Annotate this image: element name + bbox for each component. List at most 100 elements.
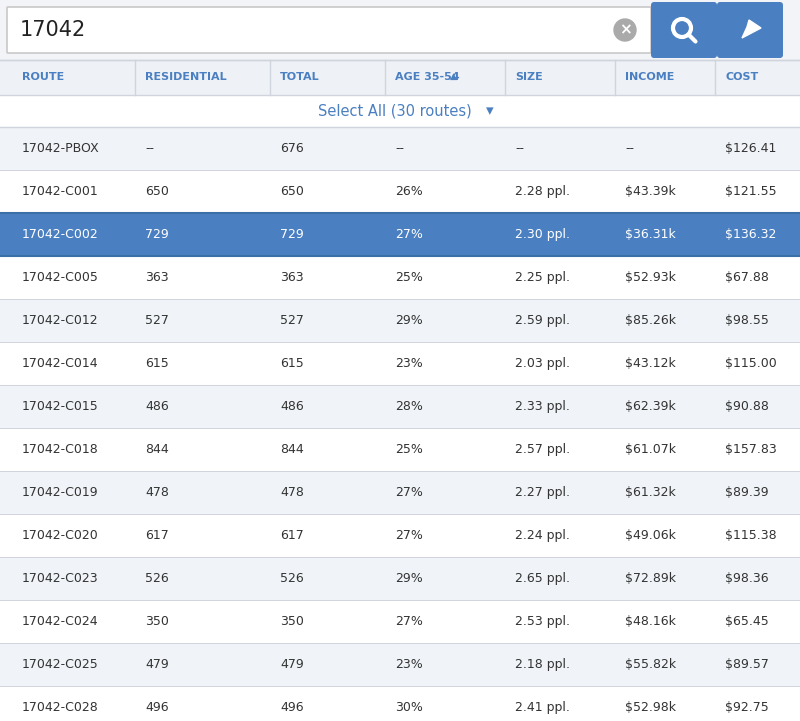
Text: 526: 526 [145,572,169,585]
Text: $62.39k: $62.39k [625,400,676,413]
Text: 2.59 ppl.: 2.59 ppl. [515,314,570,327]
Text: 17042-C024: 17042-C024 [22,615,98,628]
Text: $121.55: $121.55 [725,185,777,198]
Text: $115.38: $115.38 [725,529,777,542]
Bar [0,342,800,385]
Text: 17042-C015: 17042-C015 [22,400,98,413]
Text: 17042-C001: 17042-C001 [22,185,98,198]
Text: 526: 526 [280,572,304,585]
Text: --: -- [625,142,634,155]
Text: 25%: 25% [395,271,423,284]
Bar [0,213,800,256]
Circle shape [614,19,636,41]
Text: 615: 615 [145,357,169,370]
Bar [0,170,800,213]
Text: 27%: 27% [395,529,423,542]
Text: 478: 478 [145,486,169,499]
Text: 2.53 ppl.: 2.53 ppl. [515,615,570,628]
Text: INCOME: INCOME [625,73,674,82]
Text: 2.33 ppl.: 2.33 ppl. [515,400,570,413]
Text: 350: 350 [280,615,304,628]
Text: 617: 617 [145,529,169,542]
Text: 27%: 27% [395,228,423,241]
Bar [0,0,800,60]
Text: $65.45: $65.45 [725,615,769,628]
Text: 527: 527 [145,314,169,327]
Text: 615: 615 [280,357,304,370]
Text: $90.88: $90.88 [725,400,769,413]
Text: 2.28 ppl.: 2.28 ppl. [515,185,570,198]
Text: 729: 729 [280,228,304,241]
Text: 479: 479 [145,658,169,671]
Text: 479: 479 [280,658,304,671]
Text: 844: 844 [280,443,304,456]
FancyBboxPatch shape [7,7,651,53]
Text: 23%: 23% [395,357,422,370]
Text: 2.03 ppl.: 2.03 ppl. [515,357,570,370]
Text: 486: 486 [145,400,169,413]
Text: 25%: 25% [395,443,423,456]
Text: $67.88: $67.88 [725,271,769,284]
Text: 2.30 ppl.: 2.30 ppl. [515,228,570,241]
Text: $92.75: $92.75 [725,701,769,714]
Text: 363: 363 [145,271,169,284]
Text: RESIDENTIAL: RESIDENTIAL [145,73,226,82]
Text: 486: 486 [280,400,304,413]
Bar [0,385,800,428]
Bar [0,299,800,342]
Text: TOTAL: TOTAL [280,73,320,82]
Text: 844: 844 [145,443,169,456]
Text: $43.39k: $43.39k [625,185,676,198]
Text: 478: 478 [280,486,304,499]
Text: 27%: 27% [395,486,423,499]
Text: $52.93k: $52.93k [625,271,676,284]
Text: 17042-C020: 17042-C020 [22,529,98,542]
Text: $98.55: $98.55 [725,314,769,327]
Text: 2.41 ppl.: 2.41 ppl. [515,701,570,714]
Bar [0,256,800,299]
Text: 29%: 29% [395,314,422,327]
Text: Select All (30 routes): Select All (30 routes) [318,104,472,118]
Bar [0,127,800,170]
Text: $49.06k: $49.06k [625,529,676,542]
FancyBboxPatch shape [651,2,717,58]
Text: 2.27 ppl.: 2.27 ppl. [515,486,570,499]
Text: 30%: 30% [395,701,423,714]
Text: $98.36: $98.36 [725,572,769,585]
Text: 2.25 ppl.: 2.25 ppl. [515,271,570,284]
Text: COST: COST [725,73,758,82]
Text: $55.82k: $55.82k [625,658,676,671]
Text: $61.07k: $61.07k [625,443,676,456]
Text: 496: 496 [145,701,169,714]
Text: 17042-PBOX: 17042-PBOX [22,142,100,155]
Text: AGE 35-54: AGE 35-54 [395,73,460,82]
Bar [0,557,800,600]
Text: 17042-C002: 17042-C002 [22,228,98,241]
Text: --: -- [515,142,524,155]
FancyBboxPatch shape [717,2,783,58]
Text: 2.18 ppl.: 2.18 ppl. [515,658,570,671]
Text: $61.32k: $61.32k [625,486,676,499]
Text: 17042-C005: 17042-C005 [22,271,99,284]
Text: 363: 363 [280,271,304,284]
Bar [0,600,800,643]
Text: 676: 676 [280,142,304,155]
Bar [0,95,800,127]
Text: 650: 650 [280,185,304,198]
Text: ▾: ▾ [486,104,494,118]
Bar [0,60,800,95]
Bar [0,428,800,471]
Text: 496: 496 [280,701,304,714]
Text: 650: 650 [145,185,169,198]
Text: 350: 350 [145,615,169,628]
Text: 729: 729 [145,228,169,241]
Text: $126.41: $126.41 [725,142,776,155]
Text: $89.57: $89.57 [725,658,769,671]
Text: $115.00: $115.00 [725,357,777,370]
Text: 617: 617 [280,529,304,542]
Text: 28%: 28% [395,400,423,413]
Text: $36.31k: $36.31k [625,228,676,241]
Text: 17042-C012: 17042-C012 [22,314,98,327]
Text: 17042-C019: 17042-C019 [22,486,98,499]
Text: $48.16k: $48.16k [625,615,676,628]
